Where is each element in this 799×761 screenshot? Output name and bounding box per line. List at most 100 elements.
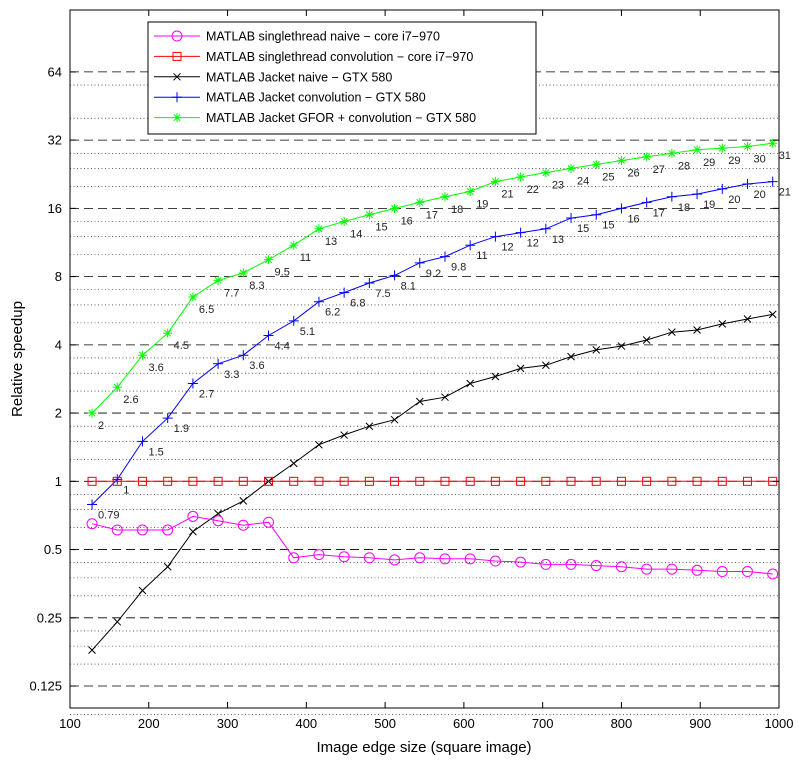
data-point [642, 336, 651, 344]
data-point [189, 527, 197, 536]
data-point [87, 408, 97, 418]
data-label-blue: 8.1 [401, 280, 416, 292]
data-point [163, 562, 172, 571]
marker-asterisk [490, 177, 500, 187]
marker-x [718, 320, 727, 328]
data-point [591, 476, 601, 486]
data-label-green: 31 [779, 150, 791, 162]
marker-asterisk [516, 172, 526, 182]
marker-circle [86, 518, 98, 530]
marker-circle [741, 566, 753, 578]
marker-x [163, 562, 172, 571]
data-label-green: 19 [476, 198, 488, 210]
marker-square [440, 476, 450, 486]
data-point [238, 268, 248, 278]
data-point [767, 176, 778, 187]
plot-frame [69, 9, 780, 709]
marker-plus [566, 213, 577, 224]
marker-square [390, 476, 400, 486]
marker-x [768, 310, 777, 319]
marker-plus [213, 358, 224, 369]
data-label-blue: 5.1 [300, 326, 315, 338]
marker-square [137, 476, 147, 486]
marker-x [189, 527, 197, 536]
data-point [742, 178, 753, 189]
y-tick-label: 32 [48, 133, 62, 148]
marker-circle [666, 563, 678, 575]
marker-x [592, 346, 601, 354]
data-label-green: 13 [325, 236, 337, 248]
data-point [590, 560, 602, 572]
data-point [540, 223, 551, 234]
data-point [137, 350, 147, 360]
marker-plus [187, 378, 198, 389]
marker-plus [515, 227, 526, 238]
marker-circle [489, 555, 501, 567]
data-point [717, 143, 727, 153]
data-point [137, 436, 148, 447]
marker-circle [767, 568, 779, 580]
data-point [642, 152, 652, 162]
data-point [338, 551, 350, 563]
data-label-green: 28 [678, 160, 690, 172]
marker-square [541, 476, 551, 486]
data-point [113, 617, 122, 626]
data-label-blue: 2.7 [199, 389, 214, 401]
data-label-blue: 15 [602, 220, 614, 232]
data-point [617, 342, 626, 350]
marker-plus [162, 413, 173, 424]
data-point [162, 524, 174, 536]
data-point [288, 315, 299, 326]
marker-circle [565, 558, 577, 570]
data-point [465, 186, 475, 196]
data-point [339, 217, 349, 227]
marker-x [668, 328, 676, 337]
marker-square [692, 476, 702, 486]
data-labels: 0.79 1 1.5 1.9 2.7 3.3 3.6 4.4 5.1 6.2 6.8 7.5 8.1 9.… [98, 150, 791, 521]
data-point [162, 413, 173, 424]
data-point [541, 361, 550, 370]
x-tick-label: 700 [532, 716, 554, 731]
marker-circle [439, 553, 451, 565]
marker-plus [112, 474, 123, 485]
data-label-green: 27 [653, 164, 665, 176]
marker-x [88, 646, 96, 654]
marker-plus [616, 203, 627, 214]
data-point [716, 566, 728, 578]
data-point [540, 558, 552, 570]
data-label-green: 15 [375, 222, 387, 234]
data-point [641, 197, 652, 208]
data-point [137, 476, 147, 486]
data-point [541, 168, 551, 178]
legend-label: MATLAB singlethread naive − core i7−970 [206, 30, 440, 44]
data-point [112, 474, 123, 485]
marker-plus [87, 499, 98, 510]
data-point [541, 476, 551, 486]
y-tick-label: 0.25 [37, 610, 62, 625]
marker-square [717, 476, 727, 486]
marker-circle [263, 516, 275, 528]
marker-plus [339, 287, 350, 298]
data-label-blue: 19 [703, 199, 715, 211]
data-point [389, 554, 401, 566]
series-line [91, 515, 773, 575]
marker-square [188, 476, 198, 486]
grid [70, 71, 779, 715]
data-point [172, 113, 182, 123]
data-point [238, 350, 249, 361]
marker-x [541, 361, 550, 370]
marker-asterisk [289, 240, 299, 250]
data-point [239, 496, 248, 505]
data-point [264, 255, 274, 265]
marker-square [566, 476, 576, 486]
marker-circle [288, 552, 300, 564]
marker-square [163, 476, 173, 486]
data-label-green: 8.3 [249, 280, 264, 292]
marker-circle [641, 563, 653, 575]
data-point [171, 30, 183, 42]
data-point [313, 549, 325, 561]
data-label-blue: 11 [476, 250, 487, 262]
data-label-blue: 7.5 [375, 288, 390, 300]
marker-asterisk [163, 328, 173, 338]
marker-circle [212, 515, 224, 527]
